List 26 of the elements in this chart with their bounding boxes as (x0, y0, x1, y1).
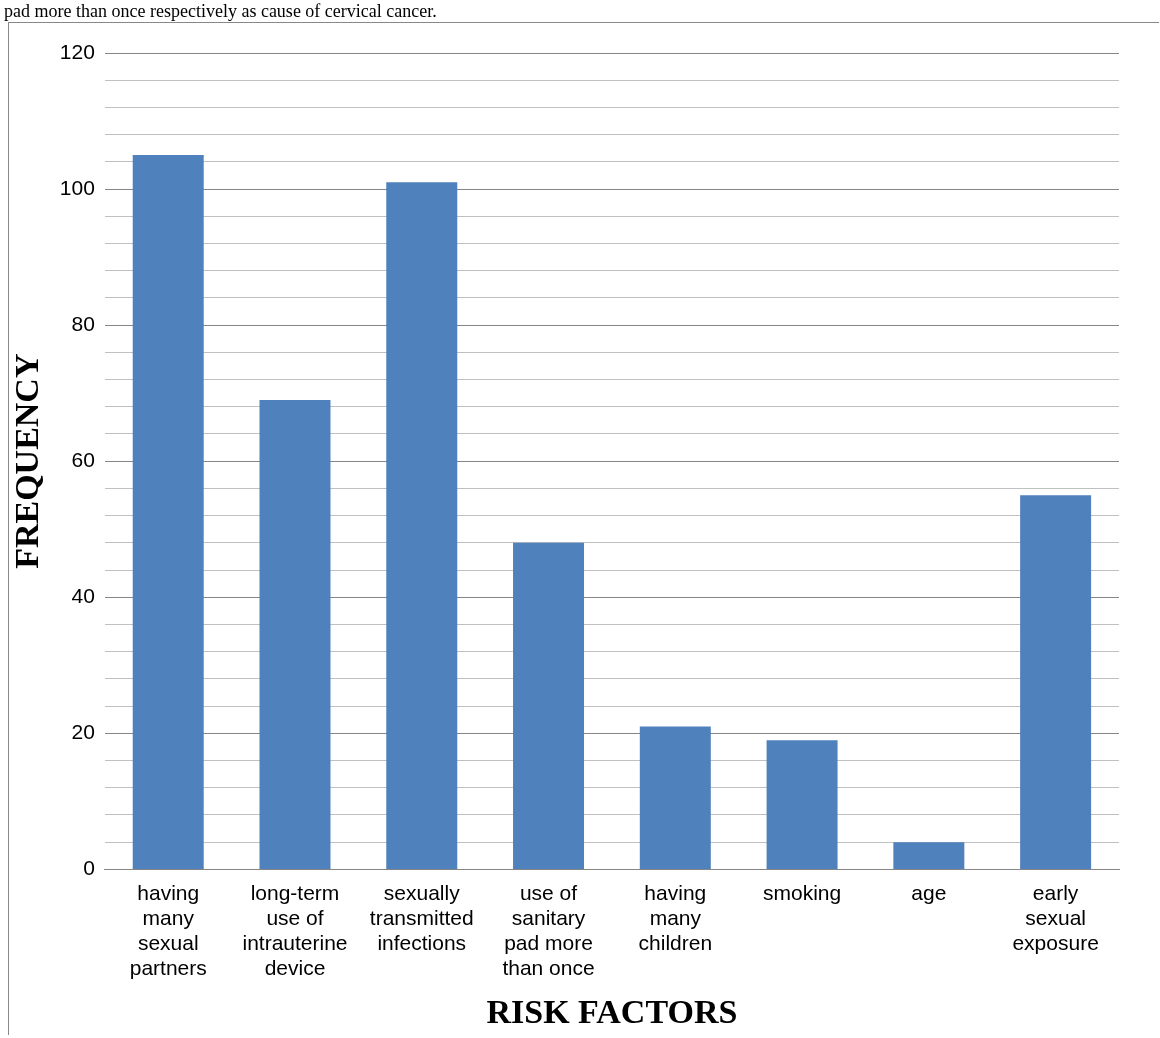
y-tick-label: 100 (59, 175, 95, 199)
bar (893, 842, 965, 869)
x-axis-title: RISK FACTORS (486, 993, 738, 1031)
y-tick-label: 80 (71, 311, 95, 335)
x-tick-label: use of sanitary pad more than once (502, 880, 595, 980)
y-axis-title: FREQUENCY (8, 353, 46, 569)
y-tick-label: 40 (71, 584, 95, 608)
x-tick-label: having many sexual partners (129, 880, 207, 980)
bar (766, 740, 838, 869)
bar (639, 726, 711, 869)
bar (513, 542, 585, 869)
bar (1020, 495, 1092, 869)
bar (259, 399, 331, 869)
x-tick-label: age (911, 880, 947, 904)
x-tick-label: having many children (638, 880, 713, 955)
bar (386, 182, 458, 869)
y-tick-label: 20 (71, 720, 95, 744)
x-tick-label: early sexual exposure (1012, 880, 1099, 955)
x-tick-label: smoking (762, 880, 842, 904)
y-tick-label: 120 (59, 39, 95, 63)
y-tick-label: 60 (71, 448, 95, 471)
text: pad more than once respectively as cause of cervical cancer. (3, 0, 438, 22)
y-tick-label: 0 (83, 856, 95, 880)
x-tick-label: sexually transmitted infections (369, 880, 474, 955)
bar (132, 155, 204, 869)
x-tick-label: long-term use of intrauterine device (242, 880, 348, 980)
